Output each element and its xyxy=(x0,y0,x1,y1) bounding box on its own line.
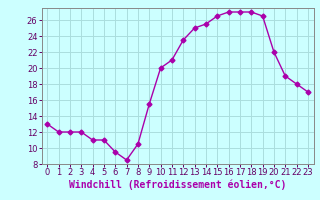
X-axis label: Windchill (Refroidissement éolien,°C): Windchill (Refroidissement éolien,°C) xyxy=(69,180,286,190)
